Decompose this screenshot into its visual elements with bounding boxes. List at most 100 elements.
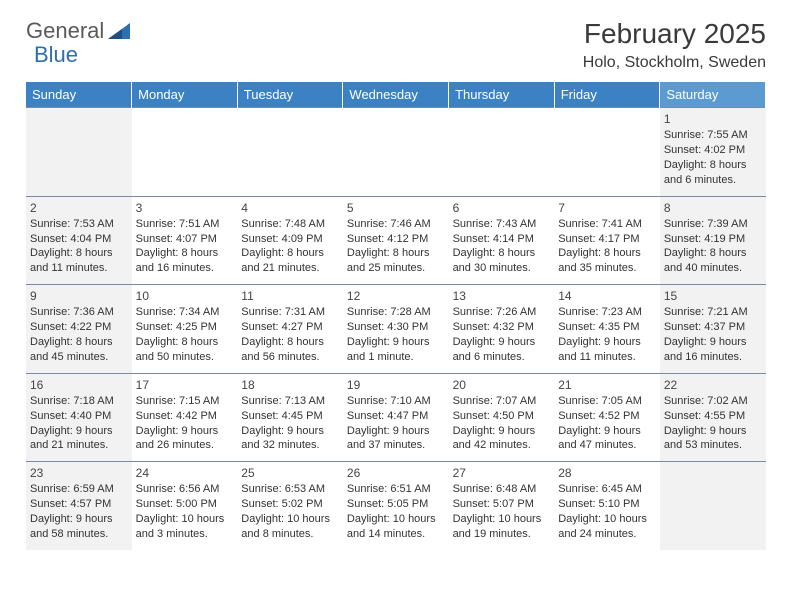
col-sunday: Sunday — [26, 82, 132, 108]
calendar-day-cell: 5Sunrise: 7:46 AMSunset: 4:12 PMDaylight… — [343, 196, 449, 285]
sunrise-text: Sunrise: 7:15 AM — [136, 394, 234, 409]
sunset-text: Sunset: 4:47 PM — [347, 409, 445, 424]
calendar-day-cell: 18Sunrise: 7:13 AMSunset: 4:45 PMDayligh… — [237, 373, 343, 462]
day-number: 9 — [30, 288, 128, 304]
daylight-text: Daylight: 9 hours and 6 minutes. — [453, 335, 551, 365]
col-saturday: Saturday — [660, 82, 766, 108]
day-number: 8 — [664, 200, 762, 216]
sunrise-text: Sunrise: 7:48 AM — [241, 217, 339, 232]
calendar-day-cell: 8Sunrise: 7:39 AMSunset: 4:19 PMDaylight… — [660, 196, 766, 285]
logo-word1: General — [26, 18, 104, 44]
calendar-header-row: Sunday Monday Tuesday Wednesday Thursday… — [26, 82, 766, 108]
day-number: 3 — [136, 200, 234, 216]
sunrise-text: Sunrise: 7:26 AM — [453, 305, 551, 320]
col-wednesday: Wednesday — [343, 82, 449, 108]
sunset-text: Sunset: 4:19 PM — [664, 232, 762, 247]
calendar-week: 1Sunrise: 7:55 AMSunset: 4:02 PMDaylight… — [26, 108, 766, 197]
sunset-text: Sunset: 5:00 PM — [136, 497, 234, 512]
day-number: 17 — [136, 377, 234, 393]
day-number: 26 — [347, 465, 445, 481]
daylight-text: Daylight: 10 hours and 3 minutes. — [136, 512, 234, 542]
daylight-text: Daylight: 8 hours and 11 minutes. — [30, 246, 128, 276]
col-monday: Monday — [132, 82, 238, 108]
sunrise-text: Sunrise: 7:36 AM — [30, 305, 128, 320]
calendar-day-cell: 22Sunrise: 7:02 AMSunset: 4:55 PMDayligh… — [660, 373, 766, 462]
daylight-text: Daylight: 9 hours and 42 minutes. — [453, 424, 551, 454]
calendar-day-cell: 19Sunrise: 7:10 AMSunset: 4:47 PMDayligh… — [343, 373, 449, 462]
sunrise-text: Sunrise: 7:53 AM — [30, 217, 128, 232]
day-number: 13 — [453, 288, 551, 304]
day-number: 12 — [347, 288, 445, 304]
calendar-day-cell: 12Sunrise: 7:28 AMSunset: 4:30 PMDayligh… — [343, 285, 449, 374]
day-number: 18 — [241, 377, 339, 393]
sunset-text: Sunset: 4:22 PM — [30, 320, 128, 335]
daylight-text: Daylight: 8 hours and 21 minutes. — [241, 246, 339, 276]
calendar-day-cell: 23Sunrise: 6:59 AMSunset: 4:57 PMDayligh… — [26, 462, 132, 550]
daylight-text: Daylight: 9 hours and 53 minutes. — [664, 424, 762, 454]
daylight-text: Daylight: 8 hours and 45 minutes. — [30, 335, 128, 365]
sunset-text: Sunset: 4:17 PM — [558, 232, 656, 247]
sunrise-text: Sunrise: 7:55 AM — [664, 128, 762, 143]
sunset-text: Sunset: 5:02 PM — [241, 497, 339, 512]
day-number: 25 — [241, 465, 339, 481]
sunrise-text: Sunrise: 6:48 AM — [453, 482, 551, 497]
sunrise-text: Sunrise: 7:31 AM — [241, 305, 339, 320]
calendar-week: 2Sunrise: 7:53 AMSunset: 4:04 PMDaylight… — [26, 196, 766, 285]
day-number: 2 — [30, 200, 128, 216]
calendar-day-cell: 11Sunrise: 7:31 AMSunset: 4:27 PMDayligh… — [237, 285, 343, 374]
calendar-week: 23Sunrise: 6:59 AMSunset: 4:57 PMDayligh… — [26, 462, 766, 550]
daylight-text: Daylight: 9 hours and 47 minutes. — [558, 424, 656, 454]
sunrise-text: Sunrise: 7:07 AM — [453, 394, 551, 409]
sunrise-text: Sunrise: 7:18 AM — [30, 394, 128, 409]
sunrise-text: Sunrise: 7:43 AM — [453, 217, 551, 232]
col-thursday: Thursday — [449, 82, 555, 108]
sunset-text: Sunset: 4:40 PM — [30, 409, 128, 424]
sunrise-text: Sunrise: 7:13 AM — [241, 394, 339, 409]
calendar-day-cell — [26, 108, 132, 197]
sunset-text: Sunset: 5:10 PM — [558, 497, 656, 512]
day-number: 20 — [453, 377, 551, 393]
day-number: 11 — [241, 288, 339, 304]
sunrise-text: Sunrise: 7:51 AM — [136, 217, 234, 232]
daylight-text: Daylight: 8 hours and 50 minutes. — [136, 335, 234, 365]
sunset-text: Sunset: 4:27 PM — [241, 320, 339, 335]
calendar-day-cell: 27Sunrise: 6:48 AMSunset: 5:07 PMDayligh… — [449, 462, 555, 550]
daylight-text: Daylight: 9 hours and 11 minutes. — [558, 335, 656, 365]
daylight-text: Daylight: 9 hours and 37 minutes. — [347, 424, 445, 454]
calendar-day-cell: 10Sunrise: 7:34 AMSunset: 4:25 PMDayligh… — [132, 285, 238, 374]
daylight-text: Daylight: 9 hours and 26 minutes. — [136, 424, 234, 454]
sunset-text: Sunset: 4:50 PM — [453, 409, 551, 424]
sunrise-text: Sunrise: 7:02 AM — [664, 394, 762, 409]
sunset-text: Sunset: 4:09 PM — [241, 232, 339, 247]
sunrise-text: Sunrise: 7:10 AM — [347, 394, 445, 409]
daylight-text: Daylight: 8 hours and 30 minutes. — [453, 246, 551, 276]
day-number: 15 — [664, 288, 762, 304]
header: General February 2025 Holo, Stockholm, S… — [26, 18, 766, 72]
calendar-day-cell: 26Sunrise: 6:51 AMSunset: 5:05 PMDayligh… — [343, 462, 449, 550]
day-number: 7 — [558, 200, 656, 216]
calendar-day-cell: 2Sunrise: 7:53 AMSunset: 4:04 PMDaylight… — [26, 196, 132, 285]
calendar-day-cell: 16Sunrise: 7:18 AMSunset: 4:40 PMDayligh… — [26, 373, 132, 462]
sunrise-text: Sunrise: 7:41 AM — [558, 217, 656, 232]
calendar-day-cell: 3Sunrise: 7:51 AMSunset: 4:07 PMDaylight… — [132, 196, 238, 285]
calendar-day-cell: 1Sunrise: 7:55 AMSunset: 4:02 PMDaylight… — [660, 108, 766, 197]
sunset-text: Sunset: 4:32 PM — [453, 320, 551, 335]
daylight-text: Daylight: 10 hours and 8 minutes. — [241, 512, 339, 542]
sunrise-text: Sunrise: 7:46 AM — [347, 217, 445, 232]
sunset-text: Sunset: 4:04 PM — [30, 232, 128, 247]
calendar-day-cell: 4Sunrise: 7:48 AMSunset: 4:09 PMDaylight… — [237, 196, 343, 285]
daylight-text: Daylight: 10 hours and 14 minutes. — [347, 512, 445, 542]
sunrise-text: Sunrise: 7:21 AM — [664, 305, 762, 320]
col-tuesday: Tuesday — [237, 82, 343, 108]
col-friday: Friday — [554, 82, 660, 108]
day-number: 6 — [453, 200, 551, 216]
calendar-day-cell: 9Sunrise: 7:36 AMSunset: 4:22 PMDaylight… — [26, 285, 132, 374]
calendar-table: Sunday Monday Tuesday Wednesday Thursday… — [26, 82, 766, 550]
sunset-text: Sunset: 4:12 PM — [347, 232, 445, 247]
sunrise-text: Sunrise: 6:45 AM — [558, 482, 656, 497]
sunrise-text: Sunrise: 7:34 AM — [136, 305, 234, 320]
title-block: February 2025 Holo, Stockholm, Sweden — [583, 18, 766, 72]
calendar-day-cell: 24Sunrise: 6:56 AMSunset: 5:00 PMDayligh… — [132, 462, 238, 550]
day-number: 22 — [664, 377, 762, 393]
calendar-day-cell — [237, 108, 343, 197]
